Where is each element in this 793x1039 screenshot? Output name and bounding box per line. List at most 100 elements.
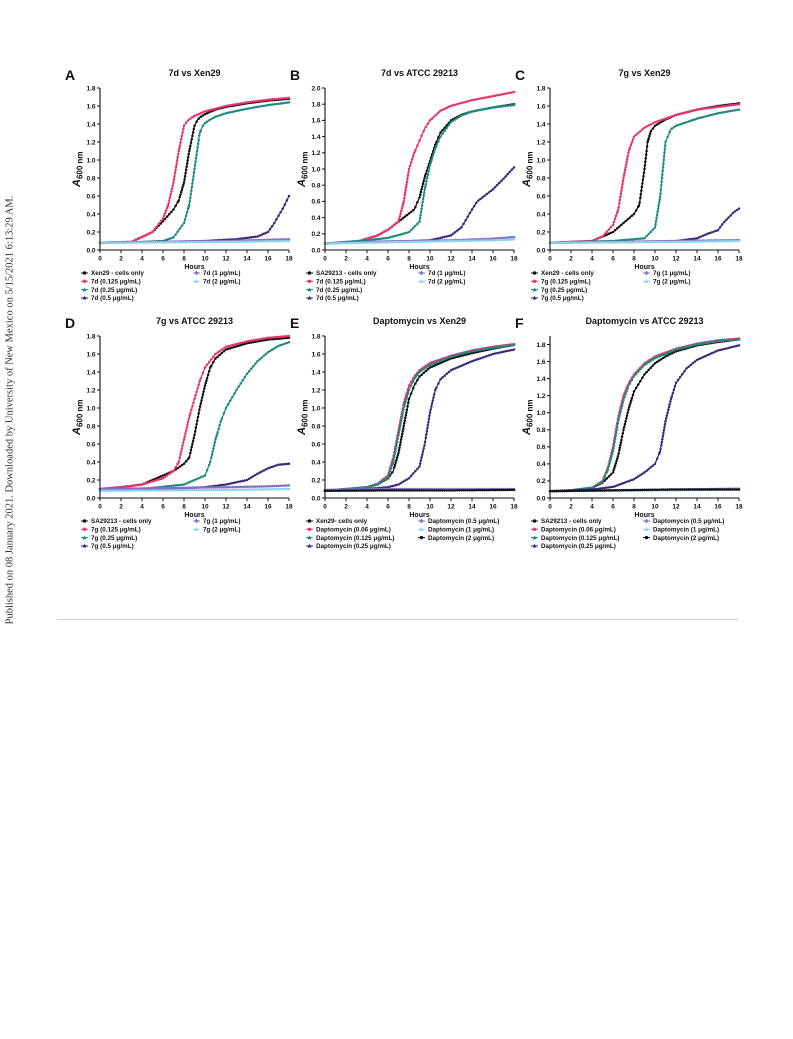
series-point-a-3 (190, 189, 193, 192)
series-point-c-2 (666, 116, 669, 120)
series-point-c-3 (660, 180, 663, 183)
series-point-d-1 (283, 336, 287, 340)
series-point-c-3 (661, 169, 664, 173)
series-point-b-4 (487, 191, 491, 194)
series-point-b-4 (481, 196, 484, 199)
series-point-e-1 (443, 359, 446, 363)
series-point-c-6 (699, 240, 703, 243)
legend-label-e-6: Daptomycin (1 μg/mL) (428, 527, 494, 534)
series-point-a-1 (172, 208, 175, 211)
series-point-e-3 (477, 348, 480, 352)
series-point-c-4 (718, 226, 722, 229)
series-point-d-6 (117, 489, 121, 492)
series-point-f-3 (620, 404, 624, 407)
series-point-f-7 (664, 488, 667, 491)
series-point-b-4 (506, 172, 509, 176)
series-point-b-2 (432, 115, 436, 118)
series-point-b-3 (430, 157, 434, 160)
series-point-b-2 (458, 102, 461, 105)
series-point-d-2 (262, 337, 266, 340)
series-point-d-5 (132, 487, 135, 490)
series-point-f-7 (695, 488, 699, 491)
chart-panel-b: B 7d vs ATCC 29213 0.0 0.2 0.4 0.6 0.8 1.0 1.2 1.… (290, 62, 520, 312)
series-point-f-7 (599, 489, 602, 492)
series-point-d-3 (210, 456, 213, 459)
series-point-c-3 (729, 109, 732, 113)
series-point-c-2 (655, 120, 659, 123)
series-point-b-3 (434, 147, 437, 150)
series-point-b-4 (447, 234, 451, 238)
series-point-c-6 (615, 241, 619, 244)
series-point-c-6 (613, 241, 617, 244)
series-point-e-7 (346, 489, 350, 492)
series-point-f-7 (697, 488, 701, 491)
series-point-e-3 (451, 354, 455, 358)
series-point-a-1 (163, 217, 167, 221)
series-point-d-4 (260, 470, 263, 473)
series-point-c-1 (648, 132, 652, 135)
y-axis-label-d: A600 nm (71, 399, 85, 436)
series-point-b-5 (495, 237, 499, 240)
series-point-a-6 (140, 241, 144, 244)
series-point-e-3 (495, 345, 499, 349)
series-point-c-2 (678, 112, 682, 116)
series-point-a-3 (262, 104, 266, 108)
series-point-d-5 (165, 486, 169, 490)
series-point-b-6 (462, 239, 465, 243)
series-point-d-4 (275, 464, 278, 467)
series-point-a-2 (144, 233, 148, 237)
series-point-a-2 (262, 98, 266, 102)
series-b-1 (323, 102, 516, 245)
series-point-b-2 (407, 167, 411, 171)
series-point-a-3 (194, 156, 198, 160)
series-point-b-2 (481, 96, 484, 100)
series-point-d-6 (216, 488, 219, 492)
series-point-e-4 (472, 359, 476, 362)
series-point-c-2 (681, 112, 684, 115)
series-point-d-6 (109, 489, 112, 492)
series-point-d-2 (279, 335, 282, 338)
series-point-c-3 (656, 207, 660, 210)
legend-marker-f-1 (532, 519, 537, 523)
series-point-e-4 (418, 462, 422, 465)
series-point-c-2 (718, 105, 722, 108)
series-point-a-6 (275, 239, 278, 243)
series-point-a-4 (277, 214, 280, 218)
series-point-a-6 (266, 240, 270, 243)
series-point-f-7 (678, 488, 682, 491)
series-point-b-6 (466, 239, 470, 243)
series-point-b-2 (406, 177, 409, 180)
series-point-e-4 (424, 436, 428, 439)
series-point-f-7 (687, 488, 690, 491)
x-tick-label-a: 6 (161, 256, 165, 263)
legend-marker-f-2 (532, 527, 537, 531)
series-point-d-6 (270, 487, 274, 491)
series-point-e-3 (472, 349, 476, 353)
series-point-d-1 (201, 393, 205, 396)
series-point-e-3 (462, 352, 465, 355)
series-point-d-5 (123, 487, 127, 490)
series-point-d-6 (126, 489, 129, 492)
series-point-c-3 (647, 232, 650, 236)
series-point-a-3 (191, 178, 195, 182)
series-point-f-7 (712, 488, 716, 491)
series-point-a-3 (176, 230, 179, 233)
series-point-d-2 (182, 441, 185, 444)
series-point-a-6 (155, 241, 158, 244)
y-tick-label-d: 1.8 (86, 333, 95, 340)
legend-label-d-4: 7g (0.5 μg/mL) (91, 543, 134, 550)
series-point-a-2 (243, 101, 247, 105)
series-point-c-4 (716, 228, 720, 232)
series-point-f-3 (639, 368, 642, 371)
series-point-f-3 (619, 410, 622, 413)
series-point-e-1 (403, 419, 407, 422)
series-point-e-3 (441, 358, 444, 362)
series-point-f-4 (661, 437, 664, 441)
series-point-d-1 (205, 379, 208, 382)
series-line-d-3 (100, 341, 290, 490)
series-point-f-1 (631, 393, 635, 397)
series-point-b-2 (456, 102, 459, 106)
series-point-d-6 (176, 489, 179, 492)
series-point-c-6 (586, 241, 590, 244)
series-point-c-6 (601, 241, 604, 244)
